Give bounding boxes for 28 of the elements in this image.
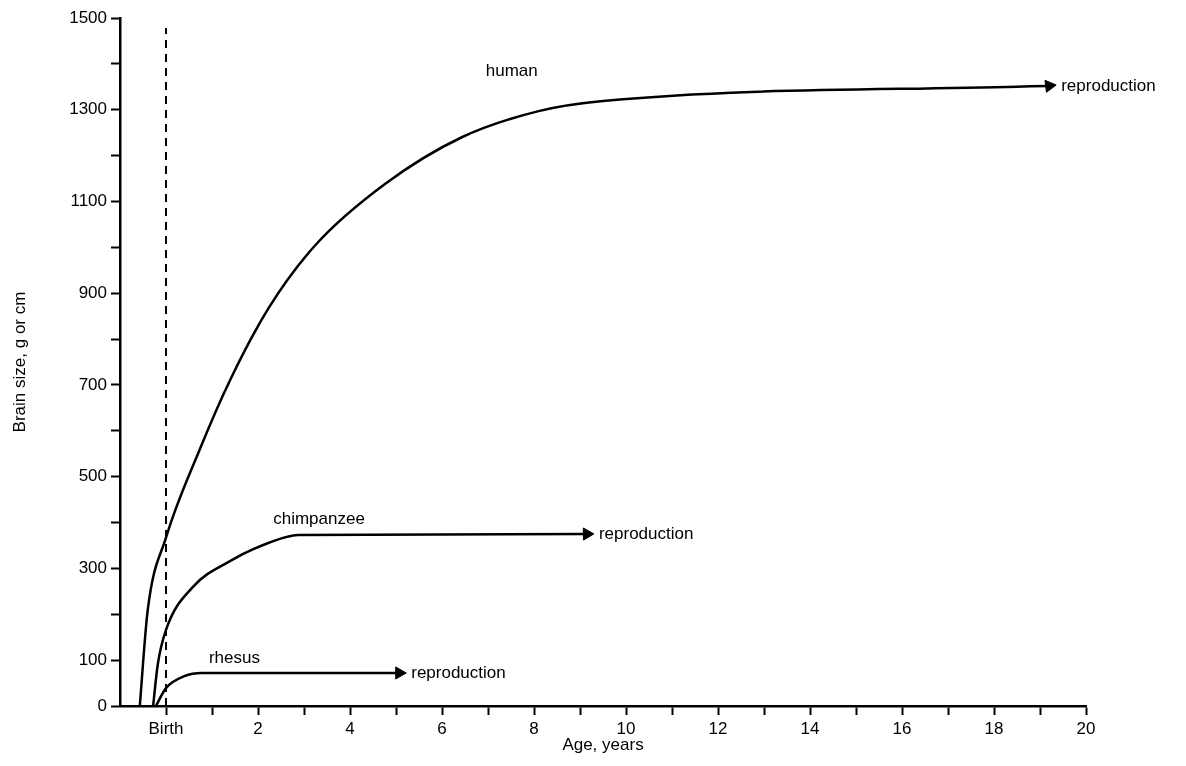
y-tick-label: 900 bbox=[78, 282, 107, 302]
y-tick-label: 1300 bbox=[69, 99, 107, 119]
y-tick-label: 100 bbox=[78, 649, 107, 669]
x-tick-label: 18 bbox=[984, 718, 1004, 738]
series-label: human bbox=[485, 61, 538, 81]
y-axis-title: Brain size, g or cm bbox=[9, 291, 29, 433]
x-axis-title: Age, years bbox=[562, 735, 644, 755]
x-tick-label: 4 bbox=[345, 718, 355, 738]
annotation: reproduction bbox=[1061, 75, 1156, 95]
annotation: reproduction bbox=[411, 662, 506, 682]
x-tick-label: 8 bbox=[529, 718, 539, 738]
x-tick-label: 20 bbox=[1076, 718, 1096, 738]
x-tick-label: Birth bbox=[148, 718, 184, 738]
annotation: reproduction bbox=[598, 523, 694, 543]
x-tick-label: 14 bbox=[800, 718, 820, 738]
y-tick-label: 0 bbox=[97, 695, 107, 715]
series-label: chimpanzee bbox=[273, 509, 365, 529]
y-tick-label: 1100 bbox=[70, 191, 107, 211]
y-tick-label: 1500 bbox=[69, 7, 107, 27]
x-tick-label: 12 bbox=[708, 718, 728, 738]
x-tick-label: 6 bbox=[437, 718, 447, 738]
x-tick-label: 10 bbox=[616, 718, 636, 738]
x-tick-label: 2 bbox=[253, 718, 263, 738]
y-tick-label: 700 bbox=[78, 374, 107, 394]
x-tick-label: 16 bbox=[892, 718, 912, 738]
series-label: rhesus bbox=[208, 648, 260, 668]
y-tick-label: 300 bbox=[78, 558, 107, 578]
y-tick-label: 500 bbox=[78, 466, 107, 486]
